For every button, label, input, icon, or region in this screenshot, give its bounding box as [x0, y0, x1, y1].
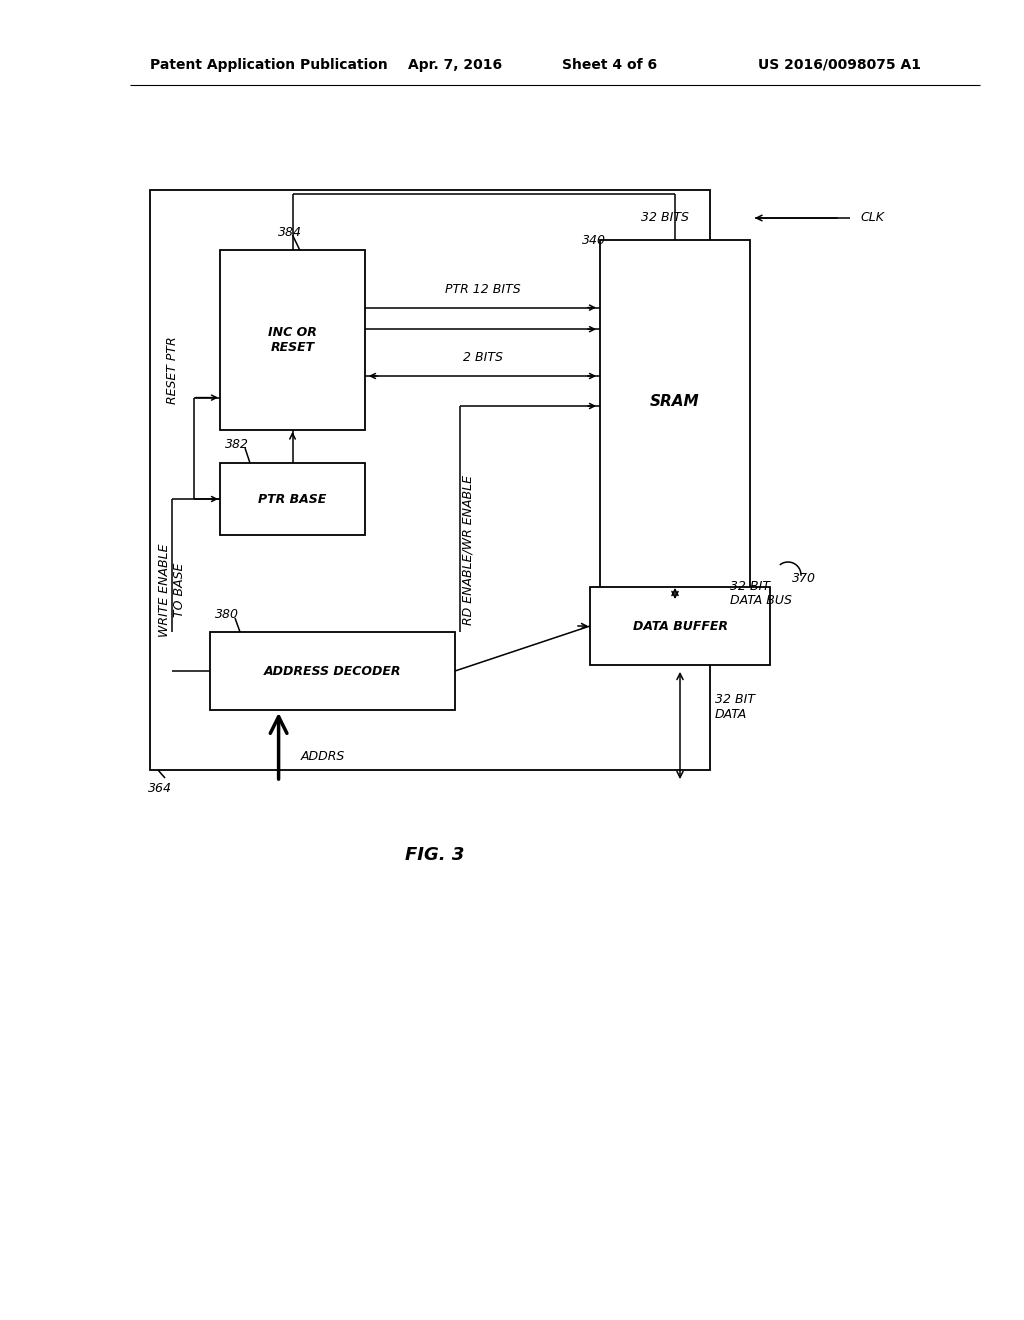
Text: 382: 382 — [225, 438, 249, 451]
Text: ADDRS: ADDRS — [301, 750, 345, 763]
Text: 32 BIT
DATA: 32 BIT DATA — [715, 693, 755, 721]
Text: 384: 384 — [278, 226, 302, 239]
Text: 32 BITS: 32 BITS — [641, 211, 689, 224]
Text: Apr. 7, 2016: Apr. 7, 2016 — [408, 58, 502, 73]
Text: 380: 380 — [215, 609, 239, 622]
Text: ADDRESS DECODER: ADDRESS DECODER — [264, 664, 401, 677]
Text: SRAM: SRAM — [650, 395, 699, 409]
Text: FIG. 3: FIG. 3 — [406, 846, 465, 865]
Text: 364: 364 — [148, 781, 172, 795]
Text: CLK: CLK — [860, 211, 884, 224]
Bar — [210, 632, 455, 710]
Text: Patent Application Publication: Patent Application Publication — [150, 58, 388, 73]
Bar — [150, 190, 710, 770]
Text: WRITE ENABLE
TO BASE: WRITE ENABLE TO BASE — [158, 544, 186, 636]
Text: 32 BIT
DATA BUS: 32 BIT DATA BUS — [730, 579, 792, 607]
Text: 2 BITS: 2 BITS — [463, 351, 503, 364]
Text: INC OR
RESET: INC OR RESET — [268, 326, 317, 354]
Text: Sheet 4 of 6: Sheet 4 of 6 — [562, 58, 657, 73]
Text: RD ENABLE/WR ENABLE: RD ENABLE/WR ENABLE — [462, 475, 474, 624]
Text: US 2016/0098075 A1: US 2016/0098075 A1 — [759, 58, 922, 73]
Text: PTR BASE: PTR BASE — [258, 492, 327, 506]
Text: DATA BUFFER: DATA BUFFER — [633, 619, 727, 632]
Bar — [220, 463, 365, 535]
Bar — [590, 587, 770, 665]
Text: PTR 12 BITS: PTR 12 BITS — [444, 282, 520, 296]
Bar — [220, 249, 365, 430]
Bar — [600, 240, 750, 601]
Text: 340: 340 — [582, 234, 606, 247]
Text: 370: 370 — [792, 573, 816, 586]
Text: RESET PTR: RESET PTR — [166, 337, 178, 404]
